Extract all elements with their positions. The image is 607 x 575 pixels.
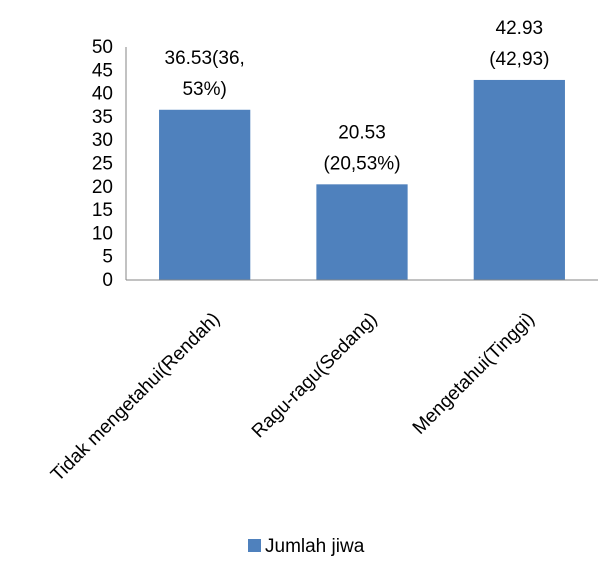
- y-tick-label: 0: [102, 270, 113, 291]
- y-tick-label: 25: [92, 154, 113, 175]
- category-label: Mengetahui(Tinggi): [409, 309, 539, 439]
- bar[interactable]: [159, 109, 251, 280]
- legend-label: Jumlah jiwa: [265, 536, 365, 557]
- bar[interactable]: [473, 79, 565, 280]
- data-label: 53%): [182, 79, 226, 100]
- y-tick-label: 45: [92, 60, 113, 81]
- y-tick-label: 5: [102, 247, 113, 268]
- y-tick-label: 30: [92, 130, 113, 151]
- bar[interactable]: [316, 184, 408, 280]
- legend-swatch: [248, 539, 261, 552]
- y-tick-label: 15: [92, 200, 113, 221]
- data-label: (42,93): [489, 49, 549, 70]
- y-tick-label: 10: [92, 223, 113, 244]
- data-label: (20,53%): [323, 153, 400, 174]
- category-label: Ragu-ragu(Sedang): [248, 309, 382, 443]
- data-label: 36.53(36,: [165, 48, 245, 69]
- data-label: 20.53: [338, 122, 386, 143]
- y-tick-label: 50: [92, 37, 113, 58]
- y-tick-label: 20: [92, 177, 113, 198]
- y-tick-label: 40: [92, 84, 113, 105]
- category-label: Tidak mengetahui(Rendah): [47, 309, 224, 486]
- y-tick-label: 35: [92, 107, 113, 128]
- data-label: 42.93: [496, 18, 544, 39]
